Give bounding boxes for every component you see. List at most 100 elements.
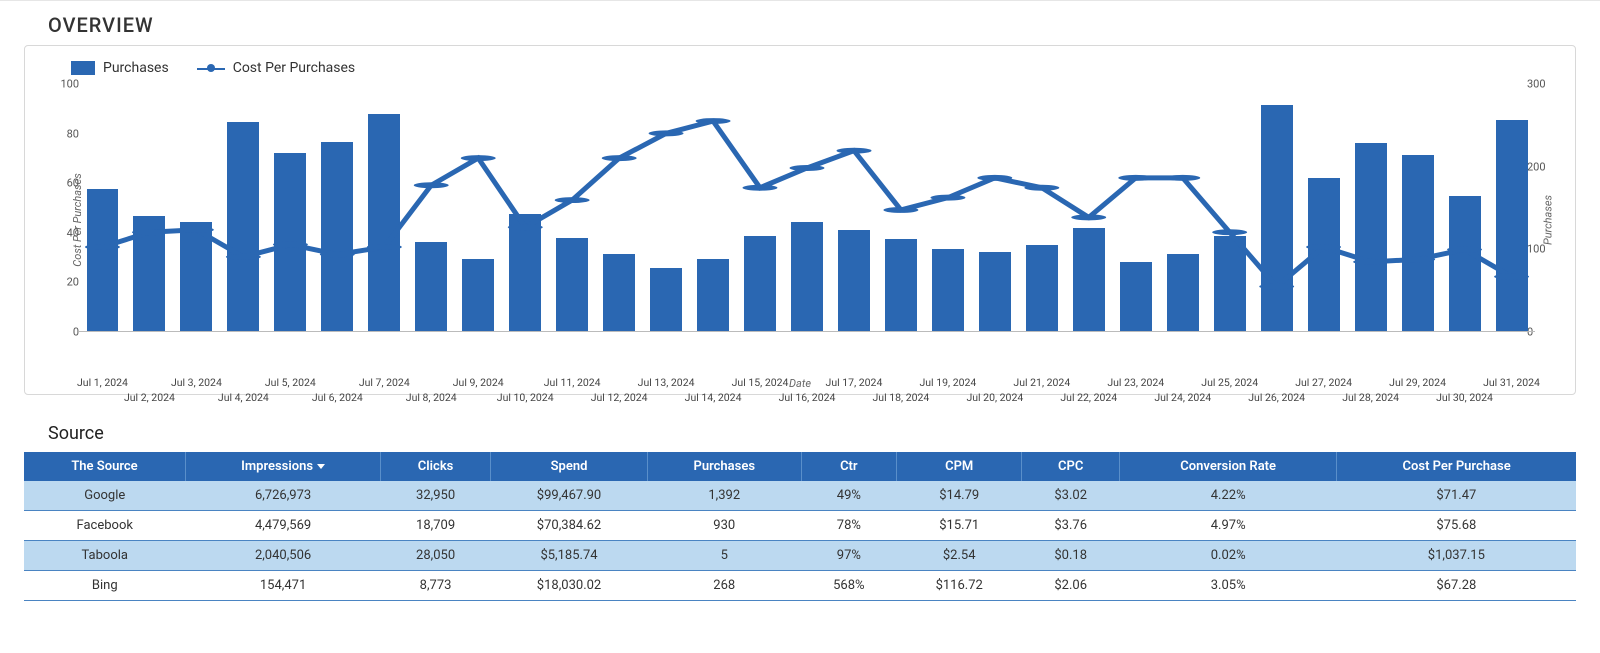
table-header-cell[interactable]: CPC <box>1022 452 1120 481</box>
table-header-cell[interactable]: Conversion Rate <box>1120 452 1337 481</box>
table-row[interactable]: Google6,726,97332,950$99,467.901,39249%$… <box>24 481 1576 511</box>
x-tick: Jul 24, 2024 <box>1154 391 1211 404</box>
x-tick: Jul 6, 2024 <box>312 391 363 404</box>
cpp-point[interactable] <box>1024 185 1059 191</box>
table-cell: Bing <box>24 571 186 601</box>
table-header-cell[interactable]: Clicks <box>381 452 491 481</box>
cpp-point[interactable] <box>226 254 261 260</box>
x-tick: Jul 8, 2024 <box>406 391 457 404</box>
cpp-point[interactable] <box>461 155 496 161</box>
x-tick: Jul 22, 2024 <box>1060 391 1117 404</box>
cpp-point[interactable] <box>132 229 167 235</box>
cpp-point[interactable] <box>1259 284 1294 290</box>
table-header-cell[interactable]: The Source <box>24 452 186 481</box>
cpp-point[interactable] <box>1353 259 1388 265</box>
cpp-point[interactable] <box>1400 256 1435 262</box>
cpp-point[interactable] <box>1494 274 1529 280</box>
y-left-tick: 40 <box>39 226 79 239</box>
table-cell: 97% <box>801 541 897 571</box>
table-cell: 268 <box>648 571 801 601</box>
cpp-point[interactable] <box>696 118 731 124</box>
table-cell: $3.76 <box>1022 511 1120 541</box>
table-header-cell[interactable]: CPM <box>897 452 1022 481</box>
cpp-point[interactable] <box>837 148 872 154</box>
cpp-point[interactable] <box>883 207 918 213</box>
table-row[interactable]: Facebook4,479,56918,709$70,384.6293078%$… <box>24 511 1576 541</box>
cpp-point[interactable] <box>790 165 825 171</box>
overview-title: OVERVIEW <box>0 0 1600 45</box>
table-cell: $71.47 <box>1337 481 1576 511</box>
cpp-point[interactable] <box>1212 229 1247 235</box>
x-tick: Jul 26, 2024 <box>1248 391 1305 404</box>
table-cell: $0.18 <box>1022 541 1120 571</box>
table-cell: 49% <box>801 481 897 511</box>
table-cell: $1,037.15 <box>1337 541 1576 571</box>
cpp-point[interactable] <box>320 251 355 257</box>
cpp-point[interactable] <box>1165 175 1200 181</box>
table-header-cell[interactable]: Spend <box>491 452 648 481</box>
table-cell: Taboola <box>24 541 186 571</box>
cpp-point[interactable] <box>1447 247 1482 253</box>
legend-item-purchases[interactable]: Purchases <box>71 60 169 76</box>
cpp-point[interactable] <box>1118 175 1153 181</box>
table-cell: 4.22% <box>1120 481 1337 511</box>
x-tick: Jul 30, 2024 <box>1436 391 1493 404</box>
x-tick: Jul 16, 2024 <box>779 391 836 404</box>
table-cell: 3.05% <box>1120 571 1337 601</box>
cpp-point[interactable] <box>742 185 777 191</box>
table-cell: 78% <box>801 511 897 541</box>
source-table: The SourceImpressionsClicksSpendPurchase… <box>24 452 1576 601</box>
table-cell: 5 <box>648 541 801 571</box>
table-cell: 32,950 <box>381 481 491 511</box>
table-cell: $70,384.62 <box>491 511 648 541</box>
cpp-point[interactable] <box>179 227 214 233</box>
cpp-point[interactable] <box>508 224 543 230</box>
table-cell: $3.02 <box>1022 481 1120 511</box>
cpp-point[interactable] <box>414 182 449 188</box>
cpp-point[interactable] <box>273 242 308 248</box>
y-left-tick: 80 <box>39 127 79 140</box>
table-row[interactable]: Taboola2,040,50628,050$5,185.74597%$2.54… <box>24 541 1576 571</box>
cpp-point[interactable] <box>649 130 684 136</box>
table-cell: $5,185.74 <box>491 541 648 571</box>
bar-swatch-icon <box>71 61 95 75</box>
table-header-cell[interactable]: Impressions <box>186 452 381 481</box>
table-header-cell[interactable]: Purchases <box>648 452 801 481</box>
table-header-cell[interactable]: Ctr <box>801 452 897 481</box>
table-cell: $15.71 <box>897 511 1022 541</box>
cpp-point[interactable] <box>555 197 590 203</box>
y-left-tick: 0 <box>39 326 79 339</box>
table-cell: $67.28 <box>1337 571 1576 601</box>
cpp-point[interactable] <box>930 195 965 201</box>
cpp-point[interactable] <box>602 155 637 161</box>
cpp-point[interactable] <box>85 244 120 250</box>
cpp-point[interactable] <box>977 175 1012 181</box>
table-cell: 154,471 <box>186 571 381 601</box>
table-cell: 4.97% <box>1120 511 1337 541</box>
cpp-point[interactable] <box>1071 214 1106 220</box>
table-cell: 6,726,973 <box>186 481 381 511</box>
table-cell: 2,040,506 <box>186 541 381 571</box>
table-cell: Facebook <box>24 511 186 541</box>
table-row[interactable]: Bing154,4718,773$18,030.02268568%$116.72… <box>24 571 1576 601</box>
y-left-ticks: 020406080100 <box>39 84 79 332</box>
x-tick: Jul 4, 2024 <box>218 391 269 404</box>
table-body: Google6,726,97332,950$99,467.901,39249%$… <box>24 481 1576 601</box>
cpp-point[interactable] <box>1306 244 1341 250</box>
table-cell: 930 <box>648 511 801 541</box>
cpp-point[interactable] <box>367 244 402 250</box>
chart-plot <box>79 84 1535 332</box>
table-cell: 8,773 <box>381 571 491 601</box>
table-cell: $14.79 <box>897 481 1022 511</box>
table-cell: 28,050 <box>381 541 491 571</box>
table-cell: 568% <box>801 571 897 601</box>
y-left-tick: 60 <box>39 177 79 190</box>
legend-item-cpp[interactable]: Cost Per Purchases <box>197 60 355 76</box>
chart-legend: Purchases Cost Per Purchases <box>41 54 1559 76</box>
x-tick: Jul 2, 2024 <box>124 391 175 404</box>
x-tick: Jul 10, 2024 <box>497 391 554 404</box>
table-header-cell[interactable]: Cost Per Purchase <box>1337 452 1576 481</box>
y-left-tick: 100 <box>39 78 79 91</box>
table-header-row: The SourceImpressionsClicksSpendPurchase… <box>24 452 1576 481</box>
table-cell: $18,030.02 <box>491 571 648 601</box>
